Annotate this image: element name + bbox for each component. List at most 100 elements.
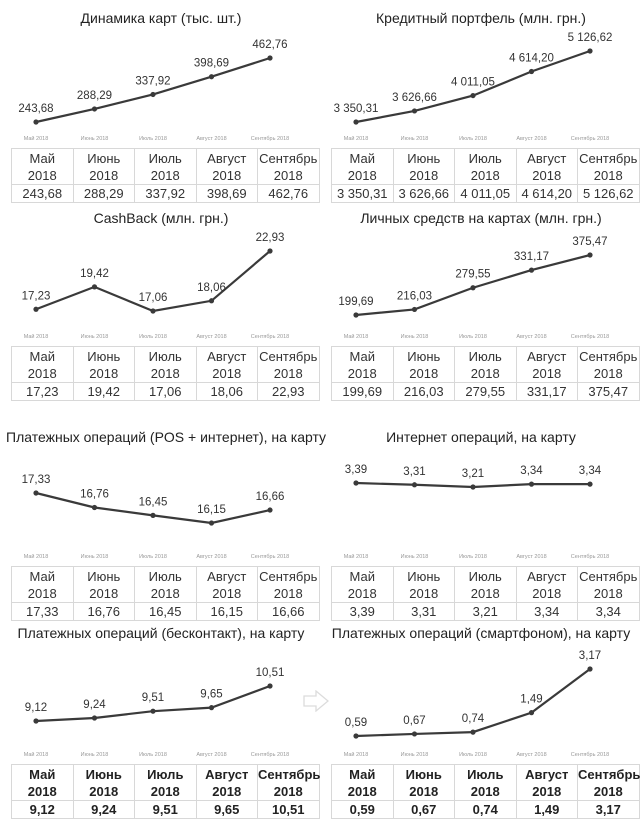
data-point — [411, 482, 418, 488]
data-label: 19,42 — [80, 268, 109, 280]
table-header-cell: Июнь 2018 — [392, 566, 455, 603]
table-value-row: 3,39 3,31 3,21 3,34 3,34 — [331, 602, 640, 621]
month-name: Май — [29, 348, 55, 364]
month-name: Май — [29, 150, 55, 166]
month-year: 2018 — [89, 585, 119, 601]
data-label: 17,23 — [22, 290, 51, 302]
x-tick-label: Июнь 2018 — [401, 554, 429, 560]
month-year: 2018 — [593, 167, 623, 183]
table-header-cell: Июнь 2018 — [392, 346, 455, 383]
month-year: 2018 — [593, 365, 623, 381]
table-value-cell: 3,34 — [577, 602, 640, 621]
x-tick-label: Июнь 2018 — [81, 554, 109, 560]
chart-panel: Кредитный портфель (млн. грн.) 3 350,31 Ма… — [326, 0, 640, 203]
x-tick-label: Май 2018 — [344, 333, 369, 340]
data-point — [267, 683, 273, 689]
month-name: Август — [525, 766, 569, 782]
table-value-cell: 19,42 — [72, 382, 135, 401]
table-value-cell: 398,69 — [195, 184, 258, 203]
month-year: 2018 — [150, 585, 180, 601]
month-year: 2018 — [273, 167, 303, 183]
data-point — [208, 74, 215, 80]
month-name: Июль — [468, 348, 502, 364]
month-name: Июль — [468, 150, 502, 166]
month-year: 2018 — [470, 783, 500, 799]
month-name: Август — [527, 348, 567, 364]
series-line — [355, 668, 591, 738]
table-header-cell: Сентябрь 2018 — [577, 566, 640, 603]
data-label: 1,49 — [520, 694, 542, 706]
month-name: Июнь — [87, 348, 121, 364]
chart-title: Платежных операций (смартфоном), на карт… — [331, 625, 631, 641]
chart-panel: Интернет операций, на карту 3,39 Май 2018 3… — [326, 410, 640, 621]
x-tick-label: Июль 2018 — [139, 554, 167, 560]
x-tick-label: Сентябрь 2018 — [571, 752, 609, 758]
month-year: 2018 — [273, 365, 303, 381]
x-tick-label: Май 2018 — [344, 135, 369, 142]
month-name: Август — [527, 568, 567, 584]
x-tick-label: Май 2018 — [24, 751, 49, 758]
x-tick-label: Сентябрь 2018 — [251, 334, 289, 340]
table-value-cell: 3,21 — [454, 602, 517, 621]
x-tick-label: Август 2018 — [196, 554, 226, 560]
table-header-row: Май 2018 Июнь 2018 Июль 2018 Август 2018 Сентябр… — [331, 764, 640, 801]
data-label: 3,39 — [345, 464, 367, 476]
x-tick-label: Июнь 2018 — [81, 136, 109, 142]
line-chart: 243,68 Май 2018 288,29 Июнь 2018 337,92 Июль … — [18, 39, 289, 142]
data-label: 10,51 — [256, 667, 285, 679]
table-header-cell: Июль 2018 — [134, 566, 197, 603]
chart-panel: CashBack (млн. грн.) 17,23 Май 2018 19,42 Ию… — [6, 200, 320, 401]
table-value-cell: 288,29 — [72, 184, 135, 203]
table-value-cell: 9,12 — [11, 800, 74, 819]
table-header-cell: Август 2018 — [515, 148, 578, 185]
table-value-cell: 279,55 — [454, 382, 517, 401]
data-point — [150, 91, 156, 98]
data-label: 9,24 — [83, 699, 106, 711]
month-year: 2018 — [532, 783, 562, 799]
data-point — [267, 248, 273, 254]
data-point — [150, 708, 156, 714]
month-year: 2018 — [89, 167, 119, 183]
data-label: 9,65 — [200, 689, 222, 701]
x-tick-label: Сентябрь 2018 — [571, 136, 609, 142]
x-tick-label: Июнь 2018 — [401, 752, 429, 758]
chart-title: Платежных операций (бесконтакт), на карт… — [17, 625, 305, 641]
data-label: 16,15 — [197, 504, 226, 516]
data-label: 3,21 — [462, 468, 484, 480]
x-tick-label: Август 2018 — [516, 334, 546, 340]
data-label: 3,34 — [579, 465, 602, 477]
month-year: 2018 — [347, 585, 377, 601]
table-header-cell: Август 2018 — [515, 566, 578, 603]
x-tick-label: Сентябрь 2018 — [251, 136, 289, 142]
table-value-cell: 17,33 — [11, 602, 74, 621]
table-value-cell: 22,93 — [257, 382, 320, 401]
data-point — [208, 298, 215, 304]
x-tick-label: Май 2018 — [24, 553, 49, 560]
month-name: Июнь — [87, 568, 121, 584]
month-name: Май — [349, 150, 375, 166]
month-name: Сентябрь — [258, 766, 321, 782]
month-year: 2018 — [27, 167, 57, 183]
data-label: 3,34 — [520, 465, 543, 477]
data-point — [91, 715, 98, 721]
table-value-cell: 216,03 — [392, 382, 455, 401]
x-tick-label: Июнь 2018 — [401, 136, 429, 142]
month-year: 2018 — [347, 365, 377, 381]
data-point — [353, 733, 359, 739]
table-value-row: 3 350,31 3 626,66 4 011,05 4 614,20 5 126,62 — [331, 184, 640, 203]
data-label: 288,29 — [77, 90, 112, 102]
data-point — [267, 55, 273, 61]
data-point — [587, 48, 593, 54]
month-year: 2018 — [409, 585, 439, 601]
month-name: Сентябрь — [259, 348, 318, 364]
data-point — [528, 481, 535, 487]
line-chart: 199,69 Май 2018 216,03 Июнь 2018 279,55 Июль … — [338, 236, 609, 340]
month-name: Май — [29, 568, 55, 584]
data-label: 3,17 — [579, 650, 601, 662]
data-point — [470, 285, 476, 291]
table-value-row: 9,12 9,24 9,51 9,65 10,51 — [11, 800, 320, 819]
table-value-cell: 1,49 — [515, 800, 578, 819]
data-label: 17,06 — [139, 292, 168, 304]
month-year: 2018 — [27, 783, 57, 799]
data-label: 0,59 — [345, 717, 367, 729]
